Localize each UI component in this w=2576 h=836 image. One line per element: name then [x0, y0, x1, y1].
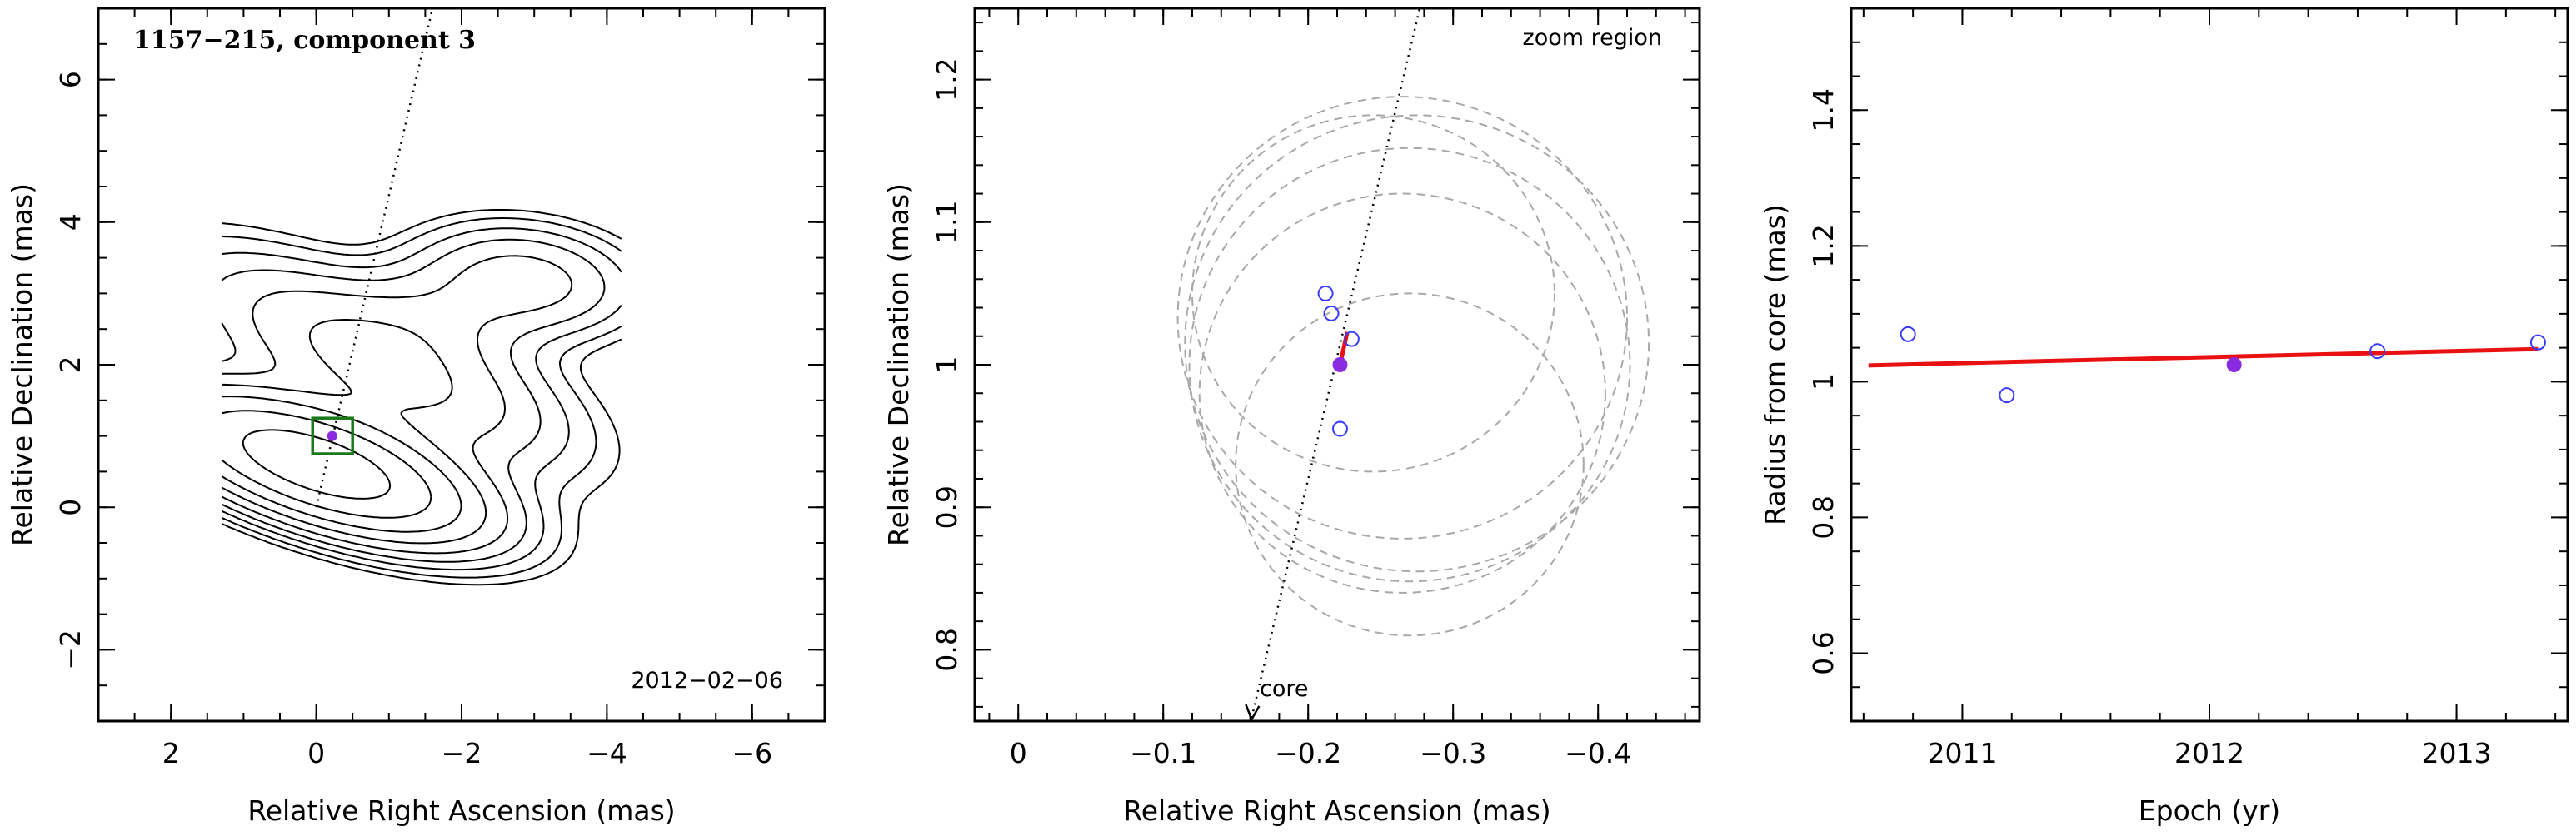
current-epoch-point: [1332, 357, 1348, 372]
x-tick-label: −4: [587, 737, 627, 769]
beam-circle: [1191, 114, 1555, 473]
panel1-ticks: 2 0 −2 −4 −6 −2 0 2 4 6: [54, 7, 826, 769]
y-tick-label: 0.8: [1807, 495, 1840, 539]
contour-level: [221, 255, 573, 555]
contour-level: [221, 227, 622, 571]
panel2-marks: [1176, 8, 1650, 721]
arrow-to-core-icon: [1245, 704, 1261, 721]
panel2-x-axis-title: Relative Right Ascension (mas): [1123, 794, 1550, 827]
beam-circle: [1176, 96, 1629, 540]
x-tick-label: −0.1: [1130, 737, 1196, 769]
y-tick-label: 6: [54, 71, 87, 88]
panel3-y-axis-title: Radius from core (mas): [1759, 204, 1791, 525]
epoch-point: [1999, 387, 2015, 404]
x-tick-label: −0.3: [1420, 737, 1486, 769]
beam-circle: [1188, 147, 1631, 583]
x-tick-label: 0: [307, 737, 325, 769]
panel-radius-vs-epoch: 2011 2012 2013 0.6 0.8 1 1.2 1.4 Epoch (yr) Rad…: [1759, 7, 2569, 827]
contour-level: [221, 410, 432, 519]
panel1-frame: [97, 7, 826, 723]
x-tick-label: 0: [1010, 737, 1027, 769]
panel2-core-label: core: [1260, 676, 1308, 702]
panel-zoom-region: 0 −0.1 −0.2 −0.3 −0.4 0.8 0.9 1 1.1 1.2 zoom regi…: [882, 7, 1701, 827]
y-tick-label: 0.6: [1807, 631, 1840, 674]
panel1-y-axis-title: Relative Declination (mas): [6, 183, 38, 546]
panel1-marks: [311, 8, 434, 508]
panel2-zoom-label: zoom region: [1523, 25, 1662, 51]
contour-level: [221, 217, 622, 579]
contour-level: [242, 429, 392, 500]
y-tick-label: 1.2: [931, 57, 963, 101]
beam-circle: [1198, 192, 1606, 594]
y-tick-label: 4: [54, 213, 87, 231]
x-tick-label: −0.4: [1565, 737, 1631, 769]
panel1-date: 2012−02−06: [631, 668, 783, 694]
beam-circle: [1235, 292, 1585, 637]
epoch-point: [1323, 305, 1340, 321]
panel-contour-map: 2 0 −2 −4 −6 −2 0 2 4 6 1157−215, component 3 201…: [6, 7, 826, 827]
panel1-x-axis-title: Relative Right Ascension (mas): [247, 794, 675, 827]
current-epoch-point: [2226, 357, 2242, 372]
y-tick-label: 0: [54, 499, 87, 516]
panel2-ticks: 0 −0.1 −0.2 −0.3 −0.4 0.8 0.9 1 1.1 1.2: [931, 8, 1700, 769]
zoom-box: [311, 416, 354, 455]
x-tick-label: 2013: [2422, 737, 2492, 769]
epoch-point: [2529, 334, 2546, 351]
fit-line: [1868, 346, 2539, 368]
epoch-point: [1343, 331, 1360, 347]
jet-direction-line: [1251, 8, 1421, 719]
panel3-x-axis-title: Epoch (yr): [2139, 794, 2280, 827]
beam-circle: [1184, 114, 1650, 573]
y-tick-label: 2: [54, 356, 87, 374]
x-tick-label: −6: [731, 737, 772, 769]
panel2-y-axis-title: Relative Declination (mas): [882, 183, 915, 546]
contour-level: [221, 238, 606, 563]
epoch-point: [2369, 343, 2386, 360]
y-tick-label: −2: [54, 629, 87, 670]
epoch-point: [1900, 326, 1916, 342]
contour-level: [221, 319, 487, 545]
contour-level: [221, 396, 462, 533]
epoch-point: [1317, 285, 1334, 301]
contour-lines: [221, 209, 622, 586]
contour-level: [221, 209, 622, 586]
panel3-ticks: 2011 2012 2013 0.6 0.8 1 1.2 1.4: [1807, 7, 2568, 769]
x-tick-label: 2011: [1927, 737, 1997, 769]
y-tick-label: 1.2: [1807, 224, 1840, 267]
panel1-title: 1157−215, component 3: [133, 26, 476, 55]
panel3-marks: [1868, 326, 2546, 404]
jet-direction-line: [315, 8, 434, 508]
y-tick-label: 0.9: [931, 485, 963, 529]
y-tick-label: 1: [1807, 373, 1840, 391]
component-position-marker: [327, 430, 337, 441]
x-tick-label: 2: [162, 737, 180, 769]
y-tick-label: 1.1: [931, 201, 963, 244]
x-tick-label: 2012: [2174, 737, 2244, 769]
x-tick-label: −2: [442, 737, 482, 769]
x-tick-label: −0.2: [1275, 737, 1341, 769]
y-tick-label: 0.8: [931, 628, 963, 671]
epoch-point: [1331, 420, 1348, 437]
y-tick-label: 1: [931, 356, 963, 374]
y-tick-label: 1.4: [1807, 88, 1840, 132]
